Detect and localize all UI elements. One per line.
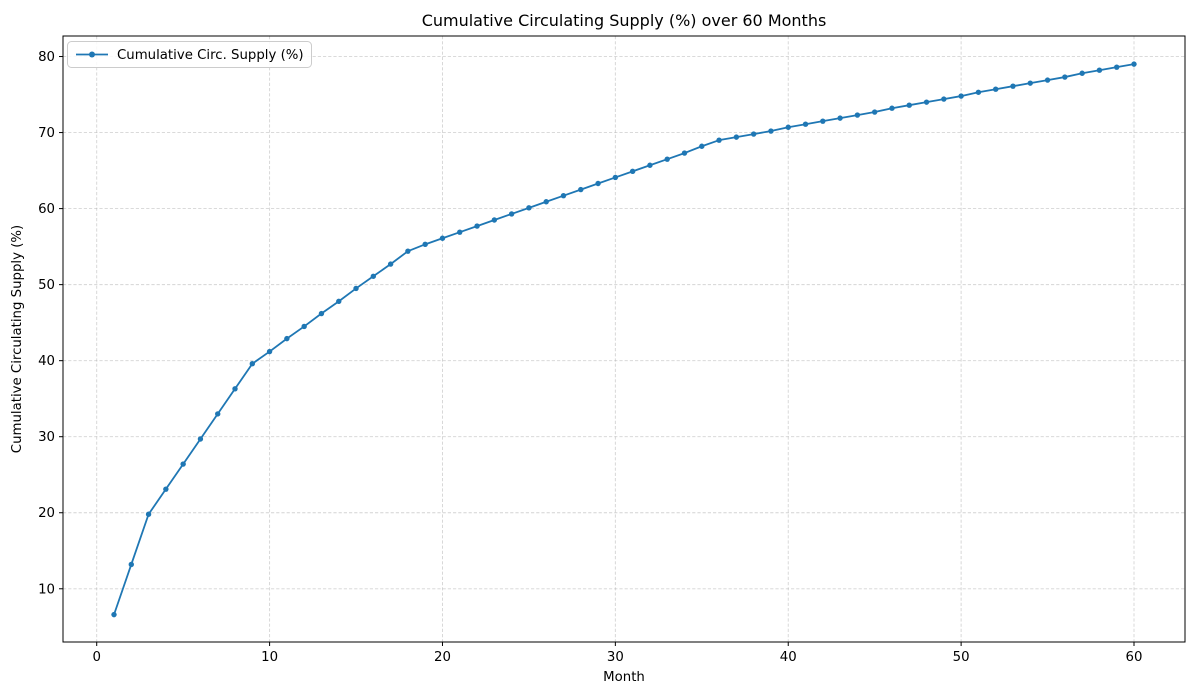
data-point-month-43 — [837, 115, 843, 121]
series-layer — [111, 61, 1137, 618]
data-point-month-38 — [750, 131, 757, 137]
data-point-month-1 — [111, 611, 117, 618]
data-point-month-56 — [1062, 74, 1068, 80]
data-point-month-46 — [889, 105, 895, 111]
data-point-month-13 — [318, 310, 325, 317]
data-point-month-50 — [958, 93, 964, 99]
data-point-month-39 — [768, 128, 774, 134]
data-point-month-5 — [180, 461, 186, 467]
data-point-month-48 — [923, 99, 930, 105]
data-point-month-2 — [128, 561, 134, 568]
data-point-month-14 — [336, 298, 342, 305]
x-tick-label-0: 0 — [92, 650, 100, 665]
data-point-month-15 — [353, 285, 359, 292]
y-tick-label-40: 40 — [38, 354, 55, 369]
data-point-month-17 — [387, 261, 394, 267]
data-point-month-18 — [405, 248, 411, 254]
y-tick-label-60: 60 — [38, 202, 55, 217]
data-point-month-49 — [941, 96, 947, 102]
data-point-month-12 — [301, 323, 307, 330]
data-point-month-45 — [871, 109, 878, 115]
data-point-month-9 — [249, 361, 256, 367]
series-line-cumulative-supply — [113, 63, 1135, 616]
data-point-month-32 — [647, 162, 653, 168]
x-tick-label-40: 40 — [780, 650, 797, 665]
data-point-month-37 — [733, 134, 740, 140]
legend-marker-icon — [89, 51, 95, 58]
x-tick-label-30: 30 — [607, 650, 624, 665]
y-tick-label-30: 30 — [38, 430, 55, 445]
data-point-month-16 — [370, 273, 377, 279]
data-point-month-22 — [474, 223, 480, 229]
x-tick-label-20: 20 — [434, 650, 451, 665]
data-point-month-23 — [491, 217, 498, 223]
data-point-month-28 — [578, 186, 584, 193]
x-axis-label: Month — [603, 670, 645, 685]
tick-layer: 0 10 20 30 40 50 60 10 20 30 40 50 60 70 80 — [38, 50, 1142, 665]
y-tick-label-20: 20 — [38, 506, 55, 521]
data-point-month-36 — [716, 137, 722, 143]
data-point-month-60 — [1131, 61, 1137, 67]
y-tick-label-10: 10 — [38, 582, 55, 597]
data-point-month-10 — [266, 348, 273, 355]
data-point-month-4 — [163, 486, 169, 492]
data-point-month-19 — [422, 241, 428, 248]
data-point-month-55 — [1044, 77, 1051, 83]
data-point-month-30 — [612, 174, 619, 181]
data-point-month-11 — [284, 335, 290, 342]
data-point-month-29 — [595, 180, 601, 187]
data-point-month-52 — [992, 86, 999, 92]
data-point-month-31 — [629, 168, 636, 175]
plot-area-border — [62, 35, 1186, 643]
data-point-month-41 — [802, 121, 809, 127]
data-point-month-54 — [1027, 80, 1033, 86]
data-point-month-3 — [145, 511, 152, 517]
x-tick-label-50: 50 — [953, 650, 970, 665]
data-point-month-33 — [664, 156, 670, 162]
x-tick-label-10: 10 — [261, 650, 278, 665]
chart-title: Cumulative Circulating Supply (%) over 6… — [422, 11, 827, 30]
data-point-month-21 — [457, 229, 463, 235]
data-point-month-44 — [854, 112, 861, 118]
data-point-month-40 — [785, 124, 791, 130]
data-point-month-24 — [508, 211, 515, 217]
legend: Cumulative Circ. Supply (%) — [67, 41, 312, 68]
data-point-month-59 — [1114, 64, 1120, 70]
data-point-month-53 — [1010, 83, 1016, 89]
y-axis-label: Cumulative Circulating Supply (%) — [10, 225, 25, 453]
data-point-month-26 — [543, 199, 549, 205]
data-point-month-42 — [820, 118, 826, 124]
data-point-month-57 — [1079, 70, 1085, 76]
data-point-month-34 — [681, 150, 688, 156]
data-point-month-47 — [906, 102, 912, 108]
legend-box — [67, 41, 312, 68]
y-tick-label-80: 80 — [38, 50, 55, 65]
y-tick-label-50: 50 — [38, 278, 55, 293]
data-point-month-27 — [560, 192, 567, 199]
data-point-month-51 — [975, 89, 982, 95]
data-point-month-20 — [439, 235, 446, 241]
grid-layer — [63, 36, 1185, 642]
data-point-month-35 — [699, 143, 705, 149]
x-tick-label-60: 60 — [1126, 650, 1143, 665]
data-point-month-7 — [215, 411, 221, 417]
data-point-month-58 — [1096, 67, 1103, 73]
data-point-month-6 — [197, 436, 204, 442]
data-point-month-25 — [526, 205, 532, 211]
data-point-month-8 — [232, 386, 238, 392]
y-tick-label-70: 70 — [38, 126, 55, 141]
legend-entry-label: Cumulative Circ. Supply (%) — [117, 48, 304, 63]
